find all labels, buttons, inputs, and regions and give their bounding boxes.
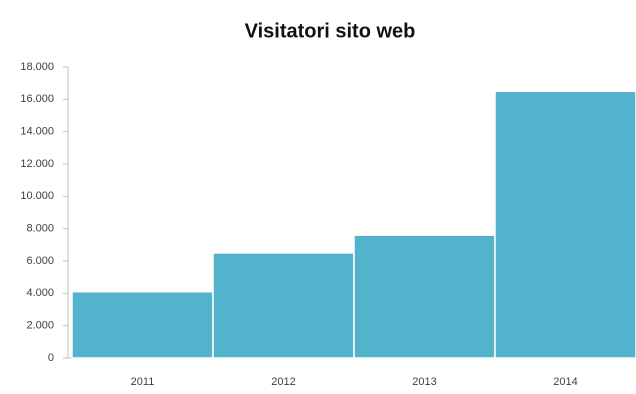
bar	[494, 90, 636, 359]
y-tick-label: 0	[48, 352, 54, 364]
y-tick-label: 6.000	[26, 255, 54, 267]
x-tick-label: 2012	[271, 376, 295, 388]
y-tick-label: 18.000	[20, 61, 54, 73]
y-tick-label: 4.000	[26, 287, 54, 299]
y-tick-label: 12.000	[20, 158, 54, 170]
bar	[353, 234, 496, 359]
x-tick-label: 2014	[553, 376, 577, 388]
bar	[212, 252, 355, 359]
x-tick-label: 2013	[412, 376, 436, 388]
y-tick-label: 2.000	[26, 320, 54, 332]
y-tick-label: 14.000	[20, 126, 54, 138]
chart-title: Visitatori sito web	[245, 20, 416, 42]
x-tick-label: 2011	[131, 376, 155, 388]
y-tick-label: 10.000	[20, 190, 54, 202]
y-tick-label: 16.000	[20, 93, 54, 105]
y-tick-label: 8.000	[26, 223, 54, 235]
bar	[71, 290, 214, 359]
